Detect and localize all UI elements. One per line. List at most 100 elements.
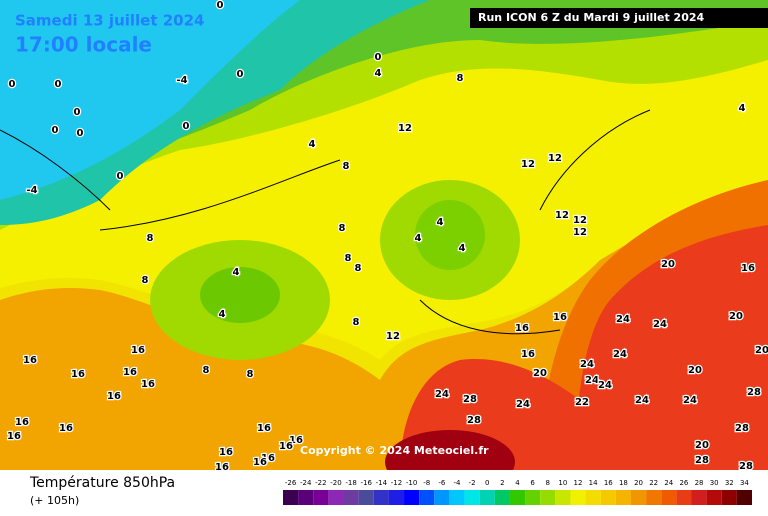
scale-label: -20 [330, 479, 341, 487]
footer-title: Température 850hPa [29, 475, 175, 491]
contour-label: 28 [695, 455, 709, 466]
scale-label: 10 [558, 479, 567, 487]
zone-24 [575, 225, 768, 470]
scale-label: 4 [515, 479, 520, 487]
contour-label: 24 [653, 319, 667, 330]
scale-label: -2 [469, 479, 476, 487]
scale-swatch [509, 490, 526, 505]
contour-label: 0 [375, 52, 382, 63]
scale-label: -4 [453, 479, 461, 487]
scale-swatch [540, 490, 556, 505]
scale-label: 30 [710, 479, 719, 487]
scale-swatch [494, 490, 510, 505]
contour-label: 24 [683, 395, 697, 406]
scale-swatch [298, 490, 314, 505]
scale-swatch [449, 490, 465, 505]
contour-label: 8 [343, 161, 350, 172]
contour-label: 0 [117, 171, 124, 182]
contour-label: 4 [375, 68, 382, 79]
scale-swatch [479, 490, 495, 505]
contour-label: 0 [74, 107, 81, 118]
scale-swatch [358, 490, 374, 505]
scale-swatch [464, 490, 480, 505]
contour-label: 16 [23, 355, 37, 366]
scale-swatch [388, 490, 405, 505]
zone-green-uk-inner [415, 200, 485, 270]
contour-label: 8 [142, 275, 149, 286]
contour-label: 12 [548, 153, 562, 164]
contour-label: 16 [123, 367, 137, 378]
contour-label: 4 [415, 233, 422, 244]
scale-label: 12 [574, 479, 583, 487]
contour-label: 8 [355, 263, 362, 274]
contour-label: 4 [219, 309, 226, 320]
contour-label: 20 [533, 368, 547, 379]
contour-label: 0 [52, 125, 59, 136]
contour-label: 16 [7, 431, 21, 442]
scale-swatch [555, 490, 571, 505]
contour-label: 24 [516, 399, 530, 410]
contour-label: 24 [585, 375, 599, 386]
contour-label: 12 [573, 227, 587, 238]
scale-swatch [630, 490, 647, 505]
contour-label: 8 [147, 233, 154, 244]
scale-swatch [600, 490, 616, 505]
scale-label: 32 [725, 479, 734, 487]
contour-label: 16 [257, 423, 271, 434]
contour-label: 16 [279, 441, 293, 452]
contour-label: 4 [233, 267, 240, 278]
contour-label: -4 [26, 185, 37, 196]
scale-swatch [419, 490, 435, 505]
scale-swatch [343, 490, 359, 505]
scale-label: 22 [649, 479, 658, 487]
contour-label: 4 [437, 217, 444, 228]
contour-label: 12 [573, 215, 587, 226]
contour-label: 16 [219, 447, 233, 458]
scale-label: -18 [345, 479, 356, 487]
scale-swatch [691, 490, 707, 505]
scale-swatch [706, 490, 722, 505]
contour-label: 16 [515, 323, 529, 334]
contour-label: 8 [345, 253, 352, 264]
scale-label: -14 [376, 479, 388, 487]
contour-label: 28 [467, 415, 481, 426]
run-box [470, 8, 768, 28]
contour-label: 16 [107, 391, 121, 402]
contour-label: 12 [521, 159, 535, 170]
contour-label: 8 [203, 365, 210, 376]
scale-label: 2 [500, 479, 504, 487]
contour-label: 28 [735, 423, 749, 434]
scale-label: 0 [485, 479, 489, 487]
scale-swatch [736, 490, 752, 505]
copyright: Copyright © 2024 Meteociel.fr [300, 444, 489, 457]
color-scale: -26 -24 -22 -20 -18 -16 -14 -12 -10 -8 -6 -4 -2 0 2 4 6 8… [283, 479, 752, 505]
contour-label: 24 [580, 359, 594, 370]
contour-label: 12 [398, 123, 412, 134]
contour-label: 24 [598, 380, 612, 391]
contour-label: 0 [9, 79, 16, 90]
scale-label: 34 [740, 479, 749, 487]
scale-swatch [585, 490, 601, 505]
contour-label: 4 [309, 139, 316, 150]
contour-label: 28 [463, 394, 477, 405]
scale-swatch [313, 490, 329, 505]
scale-swatch [646, 490, 662, 505]
contour-label: 20 [729, 311, 743, 322]
contour-label: 16 [521, 349, 535, 360]
scale-swatch [404, 490, 420, 505]
scale-label: -10 [406, 479, 417, 487]
contour-label: 24 [613, 349, 627, 360]
footer-lead: (+ 105h) [30, 494, 79, 507]
date: Samedi 13 juillet 2024 [15, 12, 205, 30]
contour-label: 28 [747, 387, 761, 398]
scale-swatch [525, 490, 541, 505]
zone-cold [0, 0, 300, 200]
contour-label: 16 [289, 435, 303, 446]
scale-label: -24 [300, 479, 312, 487]
scale-label: 18 [619, 479, 628, 487]
contour-label: 24 [616, 314, 630, 325]
contour-label: 8 [457, 73, 464, 84]
scale-swatch [615, 490, 631, 505]
contour-label: 12 [386, 331, 400, 342]
